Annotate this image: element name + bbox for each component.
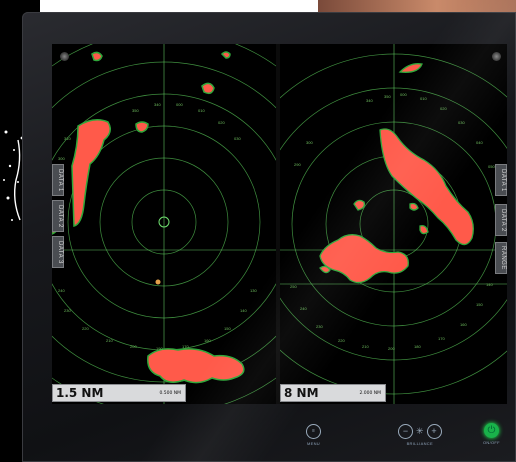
svg-text:310: 310	[64, 136, 71, 141]
svg-text:160: 160	[460, 322, 467, 327]
svg-text:240: 240	[300, 306, 307, 311]
svg-text:300: 300	[58, 156, 65, 161]
svg-text:020: 020	[440, 106, 447, 111]
left-ring-interval: 0.500 NM	[159, 390, 181, 396]
brilliance-control: − ✳ + BRILLIANCE	[398, 424, 442, 446]
svg-text:020: 020	[218, 120, 225, 125]
power-icon: ⏻	[483, 423, 499, 438]
svg-text:150: 150	[224, 326, 231, 331]
power-label: ON/OFF	[483, 440, 500, 445]
svg-text:010: 010	[420, 96, 427, 101]
menu-icon: ≡	[306, 424, 321, 439]
svg-text:350: 350	[384, 94, 391, 99]
left-data2-tab[interactable]: DATA 2	[52, 200, 64, 232]
left-range-value: 1.5 NM	[56, 386, 104, 400]
right-radar-display[interactable]: 350 000 010 020 030 040 050 340 300 290 …	[280, 44, 507, 404]
svg-text:170: 170	[438, 336, 445, 341]
brilliance-label: BRILLIANCE	[406, 441, 433, 446]
svg-text:200: 200	[130, 344, 137, 349]
left-range-box[interactable]: 1.5 NM 0.500 NM	[52, 384, 186, 402]
svg-text:000: 000	[400, 92, 407, 97]
brilliance-plus-button[interactable]: +	[426, 424, 442, 439]
left-data1-tab[interactable]: DATA 1	[52, 164, 64, 196]
svg-text:030: 030	[234, 136, 241, 141]
right-corner-indicator	[492, 52, 501, 61]
svg-text:040: 040	[476, 140, 483, 145]
svg-text:210: 210	[362, 344, 369, 349]
svg-text:230: 230	[316, 324, 323, 329]
svg-text:000: 000	[176, 102, 183, 107]
svg-text:340: 340	[366, 98, 373, 103]
svg-text:240: 240	[58, 288, 65, 293]
radar-screen: 340 000 010 020 030 350 310 300 240 230 …	[52, 44, 507, 404]
svg-text:030: 030	[458, 120, 465, 125]
left-own-ship-marker	[158, 216, 170, 228]
left-data3-tab[interactable]: DATA 3	[52, 236, 64, 268]
left-small-echo	[155, 279, 161, 285]
left-corner-indicator	[60, 52, 69, 61]
left-radar-display[interactable]: 340 000 010 020 030 350 310 300 240 230 …	[52, 44, 276, 404]
svg-text:140: 140	[240, 308, 247, 313]
split-divider	[276, 44, 280, 404]
brilliance-minus-button[interactable]: −	[398, 424, 413, 439]
left-bearing-scale: 340 000 010 020 030 350 310 300 240 230 …	[58, 102, 257, 351]
svg-text:140: 140	[486, 282, 493, 287]
svg-text:230: 230	[64, 308, 71, 313]
brilliance-sun-icon: ✳	[416, 426, 424, 436]
svg-text:010: 010	[198, 108, 205, 113]
svg-text:170: 170	[182, 344, 189, 349]
svg-text:130: 130	[250, 288, 257, 293]
svg-text:250: 250	[290, 284, 297, 289]
right-crosshair	[280, 44, 507, 404]
svg-text:180: 180	[414, 344, 421, 349]
right-data1-tab[interactable]: DATA 1	[495, 164, 507, 196]
svg-text:050: 050	[488, 164, 495, 169]
power-button[interactable]: ⏻ ON/OFF	[483, 423, 500, 445]
menu-label: MENU	[307, 441, 320, 446]
svg-text:220: 220	[82, 326, 89, 331]
svg-text:160: 160	[204, 338, 211, 343]
menu-button[interactable]: ≡ MENU	[306, 424, 321, 446]
svg-text:350: 350	[132, 108, 139, 113]
right-data2-tab[interactable]: DATA 2	[495, 204, 507, 236]
right-range-box[interactable]: 8 NM 2.000 NM	[280, 384, 386, 402]
right-bearing-scale: 350 000 010 020 030 040 050 340 300 290 …	[290, 92, 495, 351]
left-heading-line	[52, 44, 276, 404]
svg-text:220: 220	[338, 338, 345, 343]
svg-text:290: 290	[294, 162, 301, 167]
svg-text:200: 200	[388, 346, 395, 351]
left-radar-ppi: 340 000 010 020 030 350 310 300 240 230 …	[52, 44, 276, 404]
left-echo-targets	[52, 51, 245, 384]
svg-text:340: 340	[154, 102, 161, 107]
right-ring-interval: 2.000 NM	[359, 390, 381, 396]
right-echo-targets	[319, 63, 474, 284]
svg-text:300: 300	[306, 140, 313, 145]
svg-text:150: 150	[476, 302, 483, 307]
right-radar-ppi: 350 000 010 020 030 040 050 340 300 290 …	[280, 44, 507, 404]
right-range-tab[interactable]: RANGE	[495, 242, 507, 274]
right-range-value: 8 NM	[284, 386, 319, 400]
svg-text:210: 210	[106, 338, 113, 343]
svg-text:190: 190	[156, 346, 163, 351]
